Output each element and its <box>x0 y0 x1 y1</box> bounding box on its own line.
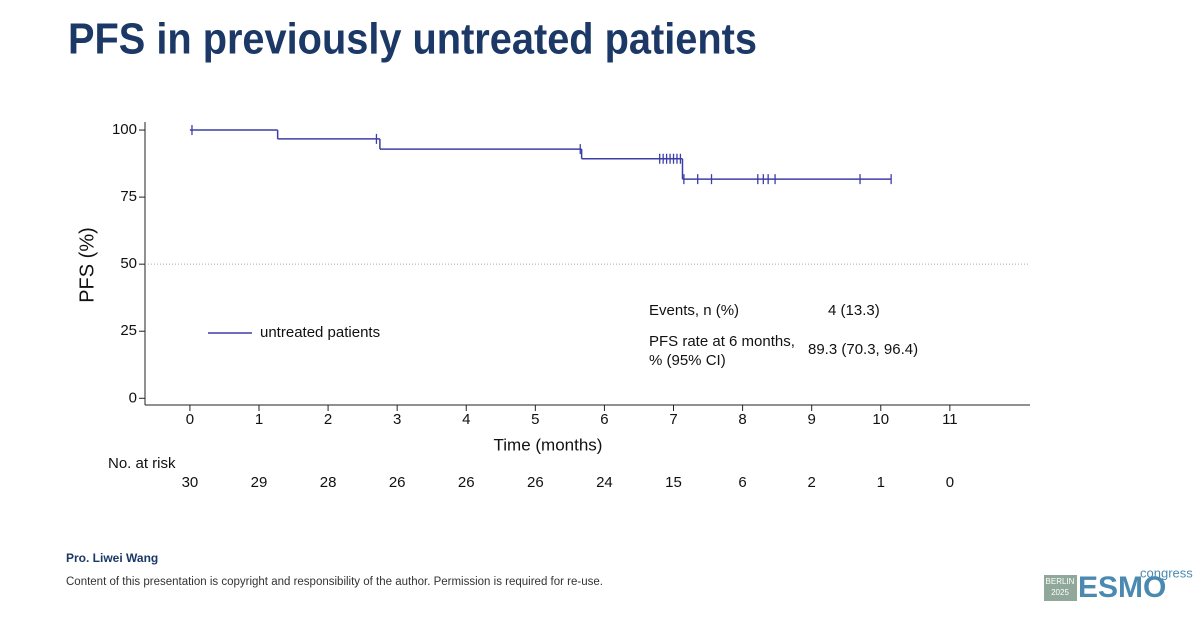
x-tick-label: 2 <box>324 411 332 428</box>
stat-value: 89.3 (70.3, 96.4) <box>808 341 918 358</box>
y-tick-label: 25 <box>120 322 137 339</box>
logo-year: 2025 <box>1051 588 1069 597</box>
presenter: Pro. Liwei Wang <box>66 551 158 565</box>
logo-brand: ESMO <box>1078 571 1166 604</box>
x-tick-label: 8 <box>738 411 746 428</box>
risk-value: 24 <box>596 474 613 491</box>
stat-label: PFS rate at 6 months, % (95% CI) <box>649 333 795 369</box>
x-tick-label: 9 <box>808 411 816 428</box>
logo-word: congress <box>1140 565 1193 580</box>
logo-city: BERLIN <box>1046 577 1075 586</box>
slide-title: PFS in previously untreated patients <box>68 15 757 64</box>
risk-value: 29 <box>251 474 268 491</box>
risk-value: 1 <box>877 474 885 491</box>
x-tick-label: 6 <box>600 411 608 428</box>
stat-value: 4 (13.3) <box>828 302 880 319</box>
risk-value: 26 <box>389 474 406 491</box>
risk-value: 2 <box>808 474 816 491</box>
x-axis-label: Time (months) <box>494 435 603 454</box>
y-tick-label: 50 <box>120 255 137 272</box>
y-tick-label: 75 <box>120 188 137 205</box>
logo-box <box>1044 575 1077 601</box>
risk-value: 26 <box>458 474 475 491</box>
x-tick-label: 5 <box>531 411 539 428</box>
x-tick-label: 11 <box>942 411 958 428</box>
risk-value: 0 <box>946 474 954 491</box>
x-tick-label: 1 <box>255 411 263 428</box>
x-tick-label: 7 <box>669 411 677 428</box>
x-tick-label: 0 <box>186 411 194 428</box>
risk-table-label: No. at risk <box>108 455 176 472</box>
y-tick-label: 100 <box>112 121 137 138</box>
x-tick-label: 4 <box>462 411 470 428</box>
risk-value: 26 <box>527 474 544 491</box>
risk-value: 30 <box>182 474 199 491</box>
legend-label: untreated patients <box>260 324 380 341</box>
y-axis-label: PFS (%) <box>76 227 98 303</box>
risk-value: 28 <box>320 474 337 491</box>
risk-value: 15 <box>665 474 682 491</box>
y-tick-label: 0 <box>129 389 137 406</box>
x-tick-label: 10 <box>872 411 889 428</box>
x-tick-label: 3 <box>393 411 401 428</box>
risk-value: 6 <box>738 474 746 491</box>
copyright: Content of this presentation is copyrigh… <box>66 576 603 588</box>
stat-label: Events, n (%) <box>649 302 739 319</box>
